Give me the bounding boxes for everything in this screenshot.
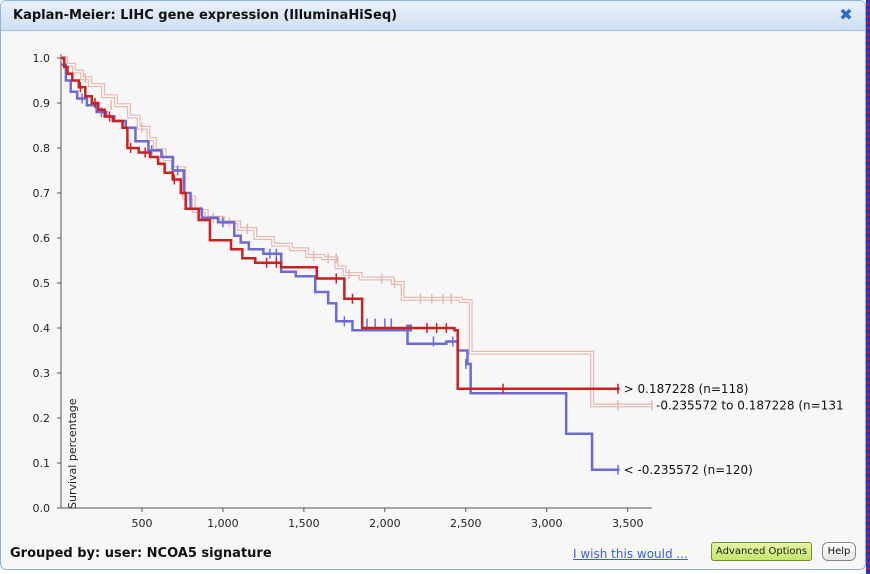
y-tick-label: 0.9	[33, 97, 51, 110]
series-label: < -0.235572 (n=120)	[624, 463, 753, 477]
x-tick-label: 2,500	[450, 517, 482, 530]
y-tick-label: 0.1	[33, 457, 51, 470]
window-title: Kaplan-Meier: LIHC gene expression (Illu…	[13, 8, 398, 23]
y-tick-label: 0.6	[33, 232, 51, 245]
chart-axes: 0.0 0.1 0.2 0.3 0.4 0.5 0.6 0.7 0.8 0.9 1.0 500 1,00…	[33, 52, 652, 530]
window-edge-stripe	[866, 0, 870, 574]
y-tick-label: 0.3	[33, 367, 51, 380]
y-tick-label: 0.7	[33, 187, 51, 200]
x-tick-label: 1,500	[288, 517, 320, 530]
x-tick-label: 3,500	[612, 517, 644, 530]
y-tick-label: 0.2	[33, 412, 51, 425]
window-titlebar[interactable]: Kaplan-Meier: LIHC gene expression (Illu…	[1, 1, 865, 31]
km-series-1	[61, 56, 653, 411]
y-tick-label: 1.0	[33, 52, 51, 65]
x-tick-label: 2,000	[369, 517, 401, 530]
grouped-by-label: Grouped by: user: NCOA5 signature	[10, 546, 272, 561]
km-curve-inner	[61, 57, 652, 407]
y-tick-label: 0.5	[33, 277, 51, 290]
wish-link[interactable]: I wish this would ...	[573, 547, 688, 561]
advanced-options-button[interactable]: Advanced Options	[711, 542, 812, 561]
series-label: > 0.187228 (n=118)	[624, 382, 749, 396]
x-tick-label: 500	[131, 517, 152, 530]
series-label: -0.235572 to 0.187228 (n=131	[656, 398, 844, 412]
km-series-0	[61, 56, 620, 394]
km-curve	[61, 56, 620, 390]
close-icon[interactable]: ✖	[839, 5, 853, 24]
chart-series-labels: -0.235572 to 0.187228 (n=131 < -0.235572 …	[624, 382, 844, 477]
chart-series	[61, 56, 653, 475]
y-tick-label: 0.8	[33, 142, 51, 155]
x-tick-label: 1,000	[207, 517, 239, 530]
x-tick-label: 3,000	[531, 517, 563, 530]
y-axis-label: Survival percentage	[66, 398, 79, 509]
km-chart: 0.0 0.1 0.2 0.3 0.4 0.5 0.6 0.7 0.8 0.9 1.0 500 1,00…	[33, 52, 844, 530]
help-button[interactable]: Help	[822, 542, 856, 561]
y-tick-label: 0.4	[33, 322, 51, 335]
y-tick-label: 0.0	[33, 502, 51, 515]
